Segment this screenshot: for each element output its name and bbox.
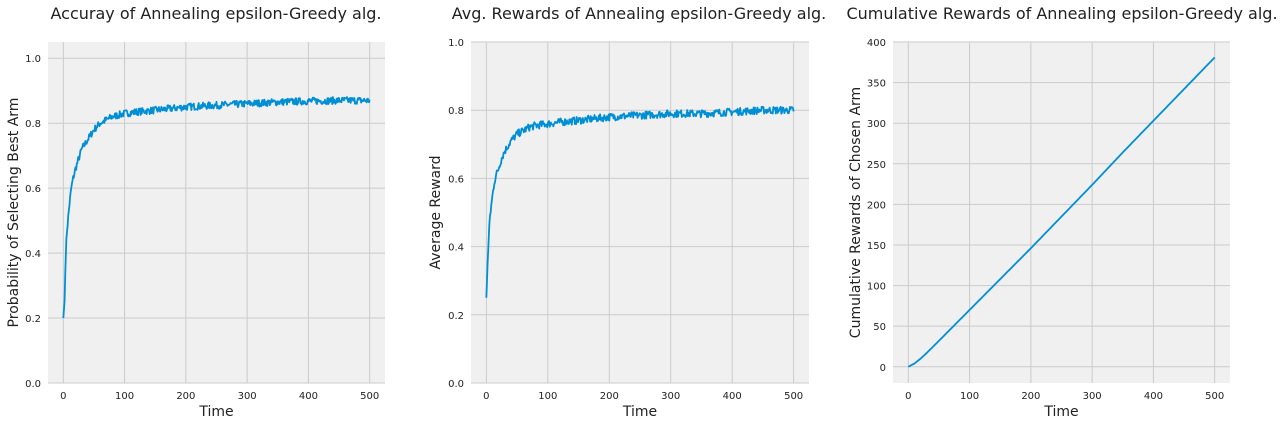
x-tick-label: 400 (299, 391, 318, 402)
x-tick-label: 0 (60, 391, 66, 402)
y-tick-label: 0.0 (25, 379, 41, 390)
y-tick-label: 0 (880, 363, 886, 374)
y-tick-label: 0.2 (25, 314, 41, 325)
x-tick-label: 300 (238, 391, 257, 402)
plot-area (471, 42, 809, 383)
y-axis-label: Probability of Selecting Best Arm (6, 98, 22, 328)
x-tick-label: 400 (1144, 391, 1163, 402)
chart-title: Cumulative Rewards of Annealing epsilon-… (846, 4, 1277, 23)
x-tick-label: 300 (1083, 391, 1102, 402)
chart-panel-2: 0 100 200 300 400 500 0.0 0.2 0.4 0.6 0.8 1.0 Avg. R… (428, 4, 826, 420)
y-tick-label: 1.0 (25, 54, 41, 65)
y-axis-label: Cumulative Rewards of Chosen Arm (848, 87, 864, 338)
y-tick-label: 150 (867, 241, 886, 252)
y-tick-label: 0.6 (25, 184, 41, 195)
y-tick-label: 0.8 (25, 119, 41, 130)
y-tick-label: 0.6 (448, 174, 464, 185)
x-tick-label: 300 (661, 391, 680, 402)
y-tick-label: 0.4 (25, 249, 41, 260)
x-tick-label: 0 (483, 391, 489, 402)
y-tick-label: 250 (867, 160, 886, 171)
x-tick-label: 400 (723, 391, 742, 402)
chart-title: Accuray of Annealing epsilon-Greedy alg. (50, 4, 381, 23)
x-tick-label: 0 (905, 391, 911, 402)
x-tick-label: 500 (784, 391, 803, 402)
chart-panel-3: 0 100 200 300 400 500 0 50 100 150 200 250 300 350 400… (846, 4, 1277, 420)
y-tick-label: 300 (867, 119, 886, 130)
y-axis-label: Average Reward (428, 155, 444, 269)
x-tick-label: 200 (176, 391, 195, 402)
plot-area (48, 42, 385, 383)
series-line (907, 56, 1216, 368)
x-axis-label: Time (198, 404, 233, 420)
y-tick-label: 0.0 (448, 379, 464, 390)
chart-panel-1: 0 100 200 300 400 500 0.0 0.2 0.4 0.6 0.8 1.0 Accura… (6, 4, 385, 420)
y-tick-label: 400 (867, 38, 886, 49)
x-tick-label: 200 (1021, 391, 1040, 402)
series-line (485, 105, 795, 298)
x-tick-label: 100 (960, 391, 979, 402)
series-line (62, 96, 371, 319)
x-tick-label: 500 (360, 391, 379, 402)
y-tick-label: 100 (867, 282, 886, 293)
y-tick-label: 0.2 (448, 311, 464, 322)
x-tick-label: 200 (600, 391, 619, 402)
y-tick-label: 0.4 (448, 243, 464, 254)
y-tick-label: 200 (867, 200, 886, 211)
y-tick-label: 0.8 (448, 106, 464, 117)
y-tick-label: 1.0 (448, 38, 464, 49)
x-axis-label: Time (622, 404, 657, 420)
y-tick-label: 350 (867, 79, 886, 90)
x-tick-label: 100 (115, 391, 134, 402)
x-tick-label: 500 (1205, 391, 1224, 402)
chart-title: Avg. Rewards of Annealing epsilon-Greedy… (452, 4, 827, 23)
y-tick-label: 50 (873, 322, 886, 333)
x-tick-label: 100 (538, 391, 557, 402)
x-axis-label: Time (1043, 404, 1078, 420)
